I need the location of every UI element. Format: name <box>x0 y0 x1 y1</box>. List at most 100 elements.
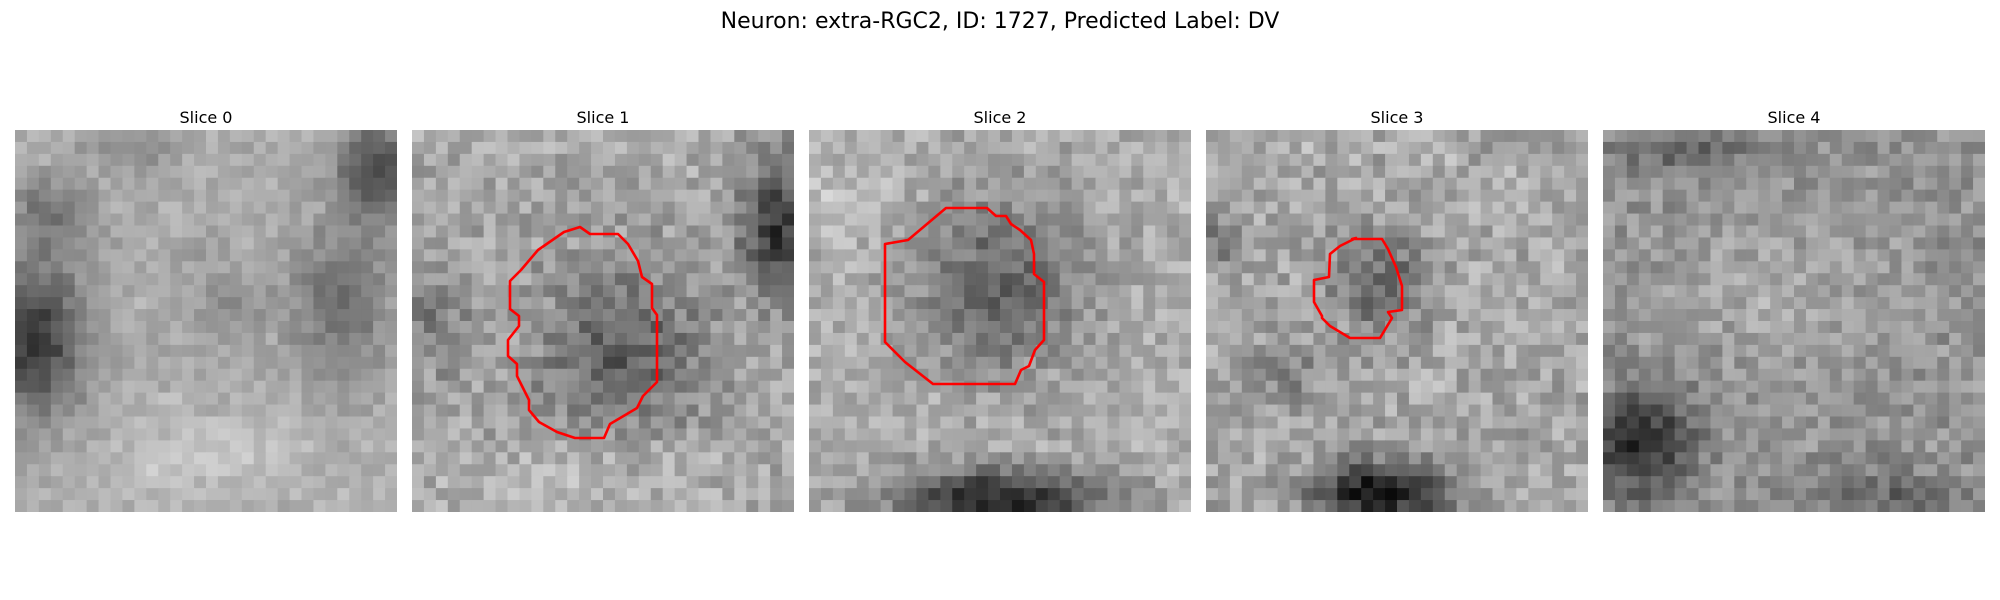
image-pixel <box>567 488 580 501</box>
image-pixel <box>916 153 929 167</box>
image-pixel <box>1516 440 1529 453</box>
image-pixel <box>1877 237 1891 250</box>
image-pixel <box>1603 249 1616 262</box>
image-pixel <box>1143 130 1156 143</box>
image-pixel <box>952 213 965 227</box>
image-pixel <box>253 237 267 250</box>
image-pixel <box>591 225 604 239</box>
image-pixel <box>277 332 291 346</box>
image-pixel <box>1961 368 1974 382</box>
image-pixel <box>1035 261 1049 274</box>
image-pixel <box>74 452 88 465</box>
image-pixel <box>1829 165 1843 179</box>
image-pixel <box>904 177 918 191</box>
image-pixel <box>1492 416 1506 430</box>
image-pixel <box>146 500 159 512</box>
image-pixel <box>435 213 449 227</box>
image-pixel <box>1913 189 1926 203</box>
image-pixel <box>1373 225 1386 239</box>
image-pixel <box>1686 153 1700 167</box>
image-pixel <box>1337 392 1350 406</box>
image-pixel <box>1603 332 1616 346</box>
image-pixel <box>1071 404 1085 418</box>
image-pixel <box>337 416 350 430</box>
image-pixel <box>1877 321 1891 334</box>
image-pixel <box>110 297 124 310</box>
image-pixel <box>471 309 485 322</box>
image-pixel <box>1925 177 1938 191</box>
image-pixel <box>1722 213 1735 227</box>
image-pixel <box>277 189 291 203</box>
image-pixel <box>122 249 135 262</box>
image-pixel <box>26 476 40 489</box>
image-pixel <box>1746 165 1759 179</box>
image-pixel <box>904 153 918 167</box>
image-pixel <box>1229 380 1243 394</box>
image-pixel <box>1361 225 1374 239</box>
image-pixel <box>1119 225 1132 239</box>
image-pixel <box>1229 309 1243 322</box>
image-pixel <box>1289 213 1303 227</box>
image-pixel <box>782 285 794 298</box>
image-pixel <box>1313 189 1326 203</box>
image-pixel <box>1313 177 1326 191</box>
image-pixel <box>337 440 350 453</box>
image-pixel <box>1794 213 1807 227</box>
image-pixel <box>1059 285 1073 298</box>
image-pixel <box>1083 309 1097 322</box>
image-pixel <box>1023 440 1037 453</box>
image-pixel <box>1949 321 1962 334</box>
image-pixel <box>1686 344 1700 358</box>
image-pixel <box>1949 309 1962 322</box>
image-pixel <box>591 368 604 382</box>
image-pixel <box>122 464 135 477</box>
image-pixel <box>567 273 580 286</box>
image-pixel <box>1083 177 1097 191</box>
image-pixel <box>301 153 315 167</box>
image-pixel <box>507 213 521 227</box>
image-pixel <box>988 452 1001 465</box>
image-pixel <box>1143 261 1156 274</box>
image-pixel <box>1373 464 1386 477</box>
image-pixel <box>674 273 688 286</box>
image-pixel <box>686 285 700 298</box>
image-pixel <box>1456 392 1470 406</box>
image-pixel <box>1349 225 1362 239</box>
image-pixel <box>1023 321 1037 334</box>
image-pixel <box>447 464 461 477</box>
image-pixel <box>507 165 521 179</box>
image-pixel <box>1746 153 1759 167</box>
image-pixel <box>412 141 425 155</box>
image-pixel <box>361 213 374 227</box>
image-pixel <box>1686 356 1700 370</box>
image-pixel <box>880 165 894 179</box>
image-pixel <box>1325 213 1338 227</box>
image-pixel <box>277 285 291 298</box>
image-pixel <box>928 356 941 370</box>
image-pixel <box>964 488 977 501</box>
image-pixel <box>1817 332 1831 346</box>
image-pixel <box>1167 488 1180 501</box>
image-pixel <box>229 165 243 179</box>
image-pixel <box>158 416 171 430</box>
image-pixel <box>638 464 652 477</box>
image-pixel <box>1710 249 1723 262</box>
image-pixel <box>952 297 965 310</box>
image-pixel <box>856 153 870 167</box>
image-pixel <box>832 201 846 215</box>
image-pixel <box>1349 500 1362 512</box>
image-pixel <box>1408 225 1422 239</box>
image-pixel <box>483 225 497 239</box>
image-pixel <box>626 321 640 334</box>
image-pixel <box>916 380 929 394</box>
image-pixel <box>15 368 28 382</box>
image-pixel <box>1626 201 1640 215</box>
image-pixel <box>301 297 315 310</box>
image-pixel <box>892 476 906 489</box>
image-pixel <box>626 189 640 203</box>
image-pixel <box>1722 201 1735 215</box>
image-pixel <box>868 177 882 191</box>
image-pixel <box>1277 392 1291 406</box>
image-pixel <box>650 452 664 465</box>
image-pixel <box>483 428 497 441</box>
